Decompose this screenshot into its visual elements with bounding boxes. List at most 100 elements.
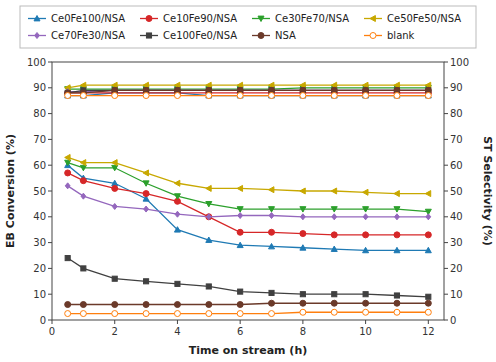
point <box>394 232 400 238</box>
point <box>425 247 431 252</box>
point <box>80 311 86 317</box>
point <box>144 206 149 212</box>
series <box>65 93 432 99</box>
point <box>238 213 243 219</box>
point <box>331 309 337 315</box>
point <box>65 183 70 189</box>
y-tick <box>48 294 52 295</box>
point <box>81 193 86 199</box>
y-tick-label: 70 <box>33 134 46 145</box>
point <box>174 302 180 308</box>
x-tick-label: 2 <box>112 326 118 337</box>
y2-tick <box>444 216 448 217</box>
series-line <box>68 163 429 212</box>
point <box>300 214 305 220</box>
point <box>331 246 337 251</box>
series-line <box>68 93 429 96</box>
x-tick-label: 10 <box>359 326 372 337</box>
y-tick <box>48 87 52 88</box>
series-line <box>68 90 429 93</box>
point <box>269 300 275 306</box>
legend-label: NSA <box>275 30 296 41</box>
point <box>80 302 86 308</box>
point <box>332 214 337 220</box>
point <box>425 93 431 99</box>
point <box>363 93 369 99</box>
point <box>363 214 368 220</box>
point <box>80 165 86 170</box>
point <box>425 232 431 238</box>
x-tick <box>240 320 241 324</box>
point <box>237 302 243 308</box>
plot-frame <box>52 62 444 320</box>
y2-tick <box>444 113 448 114</box>
series <box>65 170 432 238</box>
point <box>80 82 85 88</box>
y-tick <box>48 139 52 140</box>
point <box>237 185 242 191</box>
point <box>238 289 243 294</box>
point <box>331 93 337 98</box>
legend-frame <box>20 6 476 48</box>
legend-label: blank <box>387 30 415 41</box>
point <box>206 311 212 317</box>
y2-axis-label: ST Selectivity (%) <box>481 136 494 246</box>
y-tick-label: 20 <box>33 263 46 274</box>
point <box>143 181 149 186</box>
x-tick <box>365 320 366 324</box>
y2-tick-label: 70 <box>450 134 463 145</box>
point <box>206 214 212 220</box>
y2-tick-label: 10 <box>450 289 463 300</box>
point <box>300 188 305 194</box>
x-tick <box>114 320 115 324</box>
point <box>426 214 431 220</box>
point <box>394 93 400 98</box>
legend-marker <box>370 33 376 39</box>
point <box>269 213 274 219</box>
point <box>331 300 337 306</box>
series <box>65 162 432 253</box>
point <box>269 229 275 235</box>
y-tick-label: 50 <box>33 186 46 197</box>
point <box>394 207 400 212</box>
x-tick <box>177 320 178 324</box>
x-tick <box>302 320 303 324</box>
point <box>80 160 85 166</box>
y-tick-label: 30 <box>33 237 46 248</box>
point <box>206 214 211 220</box>
point <box>65 170 71 176</box>
point <box>269 311 275 317</box>
y-tick-label: 40 <box>33 211 46 222</box>
point <box>363 232 369 238</box>
point <box>425 191 430 197</box>
legend-marker <box>258 33 264 39</box>
y-tick <box>48 320 52 321</box>
point <box>426 294 431 299</box>
point <box>331 232 337 238</box>
plot-area <box>65 82 432 316</box>
y-tick <box>48 242 52 243</box>
x-tick-label: 0 <box>49 326 55 337</box>
series-line <box>68 88 429 89</box>
x-tick-label: 6 <box>237 326 243 337</box>
point <box>206 93 212 99</box>
series-line <box>68 165 429 250</box>
series <box>65 183 430 220</box>
legend-label: Ce100Fe0/NSA <box>163 30 237 41</box>
point <box>206 185 211 191</box>
point <box>112 302 118 308</box>
point <box>363 292 368 297</box>
legend-label: Ce30Fe70/NSA <box>275 13 349 24</box>
series-line <box>68 92 429 93</box>
y-tick <box>48 268 52 269</box>
x-tick-label: 8 <box>300 326 306 337</box>
series <box>65 87 430 94</box>
point <box>144 279 149 284</box>
point <box>237 311 243 317</box>
point <box>394 191 399 197</box>
point <box>300 231 306 237</box>
point <box>363 300 369 306</box>
point <box>174 194 180 199</box>
point <box>237 93 243 99</box>
point <box>237 242 243 247</box>
